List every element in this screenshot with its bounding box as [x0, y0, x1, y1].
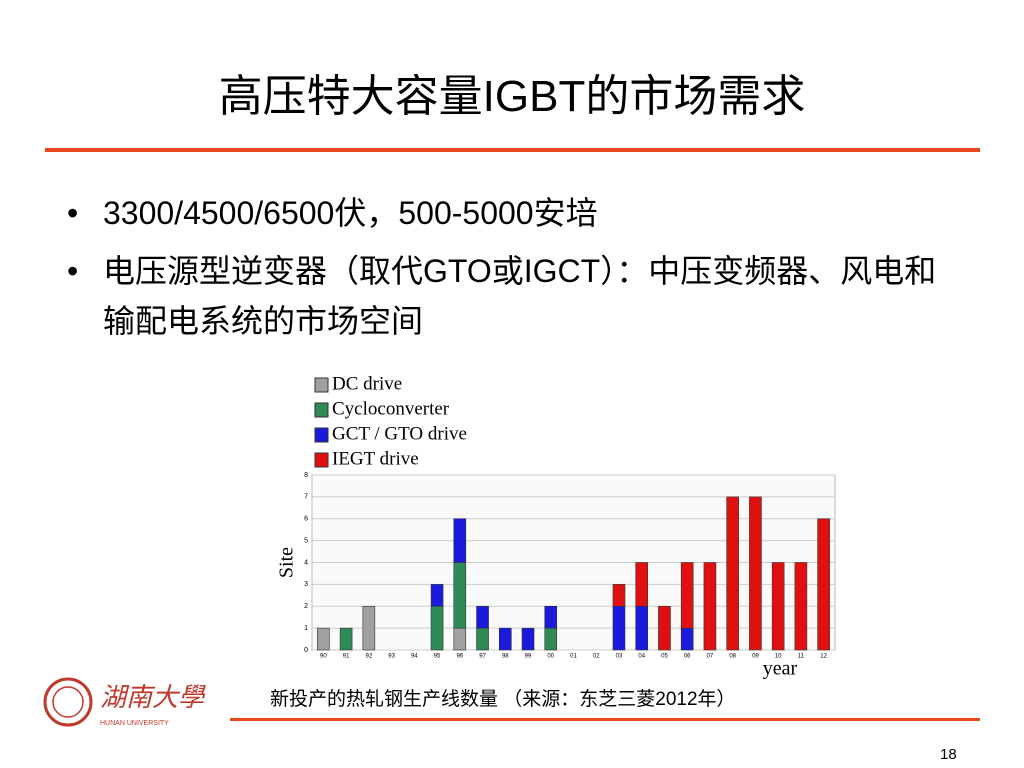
x-tick-label: 90 [320, 654, 327, 660]
x-tick-label: 09 [752, 654, 759, 660]
legend-label: IEGT drive [332, 448, 419, 469]
bar-segment [794, 562, 808, 651]
x-tick-label: 96 [456, 654, 463, 660]
bar-segment [476, 627, 489, 651]
y-tick-label: 8 [304, 472, 308, 479]
y-tick-label: 0 [304, 647, 308, 654]
bar-segment [544, 605, 558, 629]
x-tick-label: 91 [343, 654, 350, 660]
bar-segment [498, 627, 512, 651]
bar-segment [544, 627, 558, 651]
y-tick-label: 1 [304, 625, 308, 632]
y-tick-label: 7 [304, 494, 308, 501]
bar-segment [635, 605, 649, 651]
logo-subtitle: HUNAN UNIVERSITY [100, 720, 169, 727]
legend-label: DC drive [332, 373, 402, 394]
logo-emblem-inner [52, 686, 84, 718]
x-tick-label: 98 [502, 654, 509, 660]
legend-swatch [314, 427, 329, 443]
x-tick-label: 02 [593, 654, 600, 660]
bar-segment [453, 627, 467, 651]
bar-segment [317, 627, 330, 651]
logo-name: 湖南大學 [100, 682, 206, 712]
bar-segment [430, 605, 444, 651]
bar-segment [726, 496, 739, 651]
y-tick-label: 2 [304, 603, 308, 610]
x-tick-label: 10 [775, 654, 782, 660]
bar-segment [771, 562, 785, 651]
x-tick-label: 11 [798, 654, 805, 660]
y-tick-label: 3 [304, 581, 308, 588]
bullet: 3300/4500/6500伏，500-5000安培 [67, 188, 963, 238]
legend-label: Cycloconverter [332, 398, 450, 419]
x-tick-label: 95 [434, 654, 441, 660]
x-tick-label: 92 [366, 654, 373, 660]
logo: 湖南大學 HUNAN UNIVERSITY [43, 677, 206, 727]
slide-title: 高压特大容量IGBT的市场需求 [218, 72, 806, 121]
x-tick-label: 04 [638, 654, 645, 660]
bar-segment [476, 605, 489, 629]
page-number: 18 [940, 746, 957, 763]
x-tick-label: 00 [547, 654, 554, 660]
x-tick-label: 97 [479, 654, 486, 660]
bar-segment [658, 605, 671, 651]
x-tick-label: 99 [525, 654, 532, 660]
bullet-list: 3300/4500/6500伏，500-5000安培 电压源型逆变器（取代GTO… [67, 188, 963, 346]
x-tick-label: 93 [388, 654, 395, 660]
x-tick-label: 01 [570, 654, 577, 660]
x-tick-label: 94 [411, 654, 418, 660]
caption-rule [230, 718, 980, 721]
x-tick-label: 06 [684, 654, 691, 660]
x-tick-label: 07 [707, 654, 714, 660]
x-tick-label: 12 [820, 654, 827, 660]
bar-segment [817, 518, 830, 651]
x-tick-label: 08 [729, 654, 736, 660]
title-rule [45, 148, 980, 152]
bar-segment [430, 584, 444, 607]
bar-segment [703, 562, 717, 651]
bar-segment [612, 584, 626, 607]
y-tick-label: 4 [304, 559, 308, 566]
bar-segment [680, 627, 694, 651]
bar-segment [339, 627, 353, 651]
bar-segment [749, 496, 762, 651]
legend-swatch [314, 452, 329, 468]
caption: 新投产的热轧钢生产线数量 （来源：东芝三菱2012年） [270, 689, 736, 710]
legend-label: GCT / GTO drive [332, 423, 467, 444]
x-tick-label: 03 [616, 654, 623, 660]
y-axis-label: Site [276, 547, 298, 578]
bar-segment [521, 627, 535, 651]
bar-segment [362, 605, 376, 651]
bullet: 电压源型逆变器（取代GTO或IGCT）：中压变频器、风电和输配电系统的市场空间 [67, 246, 963, 346]
bar-segment [453, 562, 467, 629]
legend-swatch [314, 377, 329, 393]
y-tick-label: 6 [304, 516, 308, 523]
bar-segment [612, 605, 626, 651]
y-tick-label: 5 [304, 537, 308, 544]
bar-segment [680, 562, 694, 629]
x-tick-label: 05 [661, 654, 668, 660]
logo-emblem [43, 677, 93, 727]
legend-swatch [314, 402, 329, 418]
x-axis-label: year [763, 658, 798, 680]
bar-segment [635, 562, 649, 607]
bar-segment [453, 518, 467, 563]
